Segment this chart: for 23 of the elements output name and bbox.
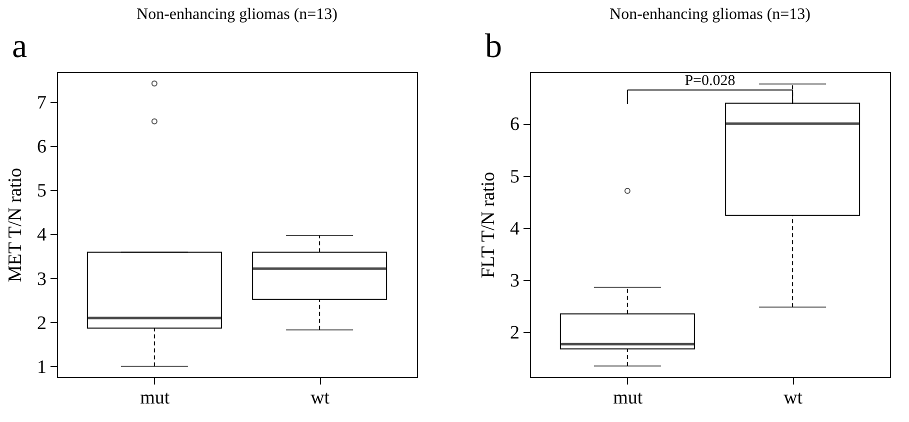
text: a xyxy=(12,28,28,65)
y-tick-label: 2 xyxy=(510,322,520,344)
annotation: P=0.028 xyxy=(684,73,736,89)
y-tick-label: 5 xyxy=(37,180,46,202)
y-tick-label: 1 xyxy=(37,356,46,378)
x-tick-label: mut xyxy=(613,388,644,408)
chart-title: Non-enhancing gliomas (n=13) xyxy=(610,6,810,23)
x-tick-label: wt xyxy=(310,388,330,408)
chart-title: Non-enhancing gliomas (n=13) xyxy=(136,6,338,23)
y-tick-label: 5 xyxy=(510,166,520,188)
x-tick-label: wt xyxy=(784,388,804,408)
y-tick-label: 3 xyxy=(510,270,520,292)
y-tick-label: 3 xyxy=(37,268,46,290)
y-tick-label: 4 xyxy=(37,224,47,246)
y-tick-label: 6 xyxy=(510,114,520,136)
x-tick-label: mut xyxy=(140,388,170,408)
y-axis-title: FLT T/N ratio xyxy=(478,172,499,278)
y-tick-label: 6 xyxy=(37,136,46,158)
y-tick-label: 2 xyxy=(37,312,46,334)
y-tick-label: 4 xyxy=(510,218,520,240)
y-tick-label: 7 xyxy=(37,92,46,114)
y-axis-title: MET T/N ratio xyxy=(5,168,26,282)
text: b xyxy=(485,28,502,65)
